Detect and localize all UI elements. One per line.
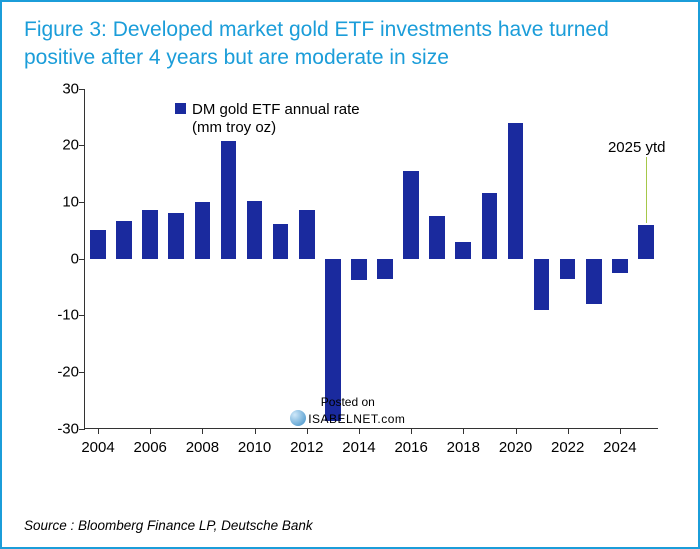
annotation-leader — [646, 157, 648, 223]
x-axis-label: 2004 — [81, 439, 114, 456]
y-axis-label: 10 — [43, 194, 79, 211]
x-tick — [411, 428, 412, 434]
y-axis-label: 30 — [43, 80, 79, 97]
bar — [247, 201, 263, 259]
y-axis-label: 20 — [43, 137, 79, 154]
figure-title: Figure 3: Developed market gold ETF inve… — [24, 16, 676, 73]
bar — [586, 259, 602, 304]
x-axis-label: 2008 — [186, 439, 219, 456]
bar — [638, 225, 654, 259]
bar — [429, 216, 445, 259]
bar — [299, 210, 315, 259]
chart-frame: Figure 3: Developed market gold ETF inve… — [0, 0, 700, 549]
bars-layer — [85, 89, 658, 428]
x-tick — [516, 428, 517, 434]
bar — [116, 221, 132, 258]
y-axis-label: 0 — [43, 250, 79, 267]
x-tick — [202, 428, 203, 434]
y-axis-label: -10 — [43, 307, 79, 324]
x-tick — [359, 428, 360, 434]
y-axis-label: -20 — [43, 364, 79, 381]
bar — [560, 259, 576, 279]
x-axis-label: 2018 — [447, 439, 480, 456]
x-tick — [620, 428, 621, 434]
x-tick — [150, 428, 151, 434]
x-tick — [568, 428, 569, 434]
watermark-site: ISABELNET.com — [308, 412, 405, 426]
x-axis-label: 2012 — [290, 439, 323, 456]
x-tick — [255, 428, 256, 434]
bar — [273, 224, 289, 259]
bar — [534, 259, 550, 310]
bar — [221, 141, 237, 259]
x-tick — [463, 428, 464, 434]
x-axis-label: 2024 — [603, 439, 636, 456]
x-axis-label: 2022 — [551, 439, 584, 456]
bar — [612, 259, 628, 274]
x-axis-label: 2014 — [342, 439, 375, 456]
y-tick — [79, 429, 85, 430]
bar — [377, 259, 393, 279]
bar — [168, 213, 184, 258]
y-axis-label: -30 — [43, 420, 79, 437]
x-axis-label: 2006 — [134, 439, 167, 456]
plot-area: DM gold ETF annual rate (mm troy oz) Pos… — [84, 89, 658, 429]
bar — [351, 259, 367, 281]
watermark: Posted on ISABELNET.com — [288, 396, 408, 425]
annotation-label: 2025 ytd — [608, 139, 666, 156]
y-tick — [79, 89, 85, 90]
x-tick — [98, 428, 99, 434]
bar — [195, 202, 211, 259]
bar — [508, 123, 524, 259]
bar — [482, 193, 498, 259]
chart-area: DM gold ETF annual rate (mm troy oz) Pos… — [42, 79, 668, 469]
x-axis-label: 2016 — [394, 439, 427, 456]
y-tick — [79, 372, 85, 373]
x-axis-label: 2020 — [499, 439, 532, 456]
x-axis-label: 2010 — [238, 439, 271, 456]
bar — [90, 230, 106, 258]
y-tick — [79, 202, 85, 203]
y-tick — [79, 315, 85, 316]
x-tick — [307, 428, 308, 434]
y-tick — [79, 145, 85, 146]
globe-icon — [290, 410, 306, 426]
source-text: Source : Bloomberg Finance LP, Deutsche … — [24, 518, 313, 533]
bar — [455, 242, 471, 259]
watermark-posted: Posted on — [288, 396, 408, 409]
y-tick — [79, 259, 85, 260]
bar — [403, 171, 419, 258]
bar — [142, 210, 158, 259]
